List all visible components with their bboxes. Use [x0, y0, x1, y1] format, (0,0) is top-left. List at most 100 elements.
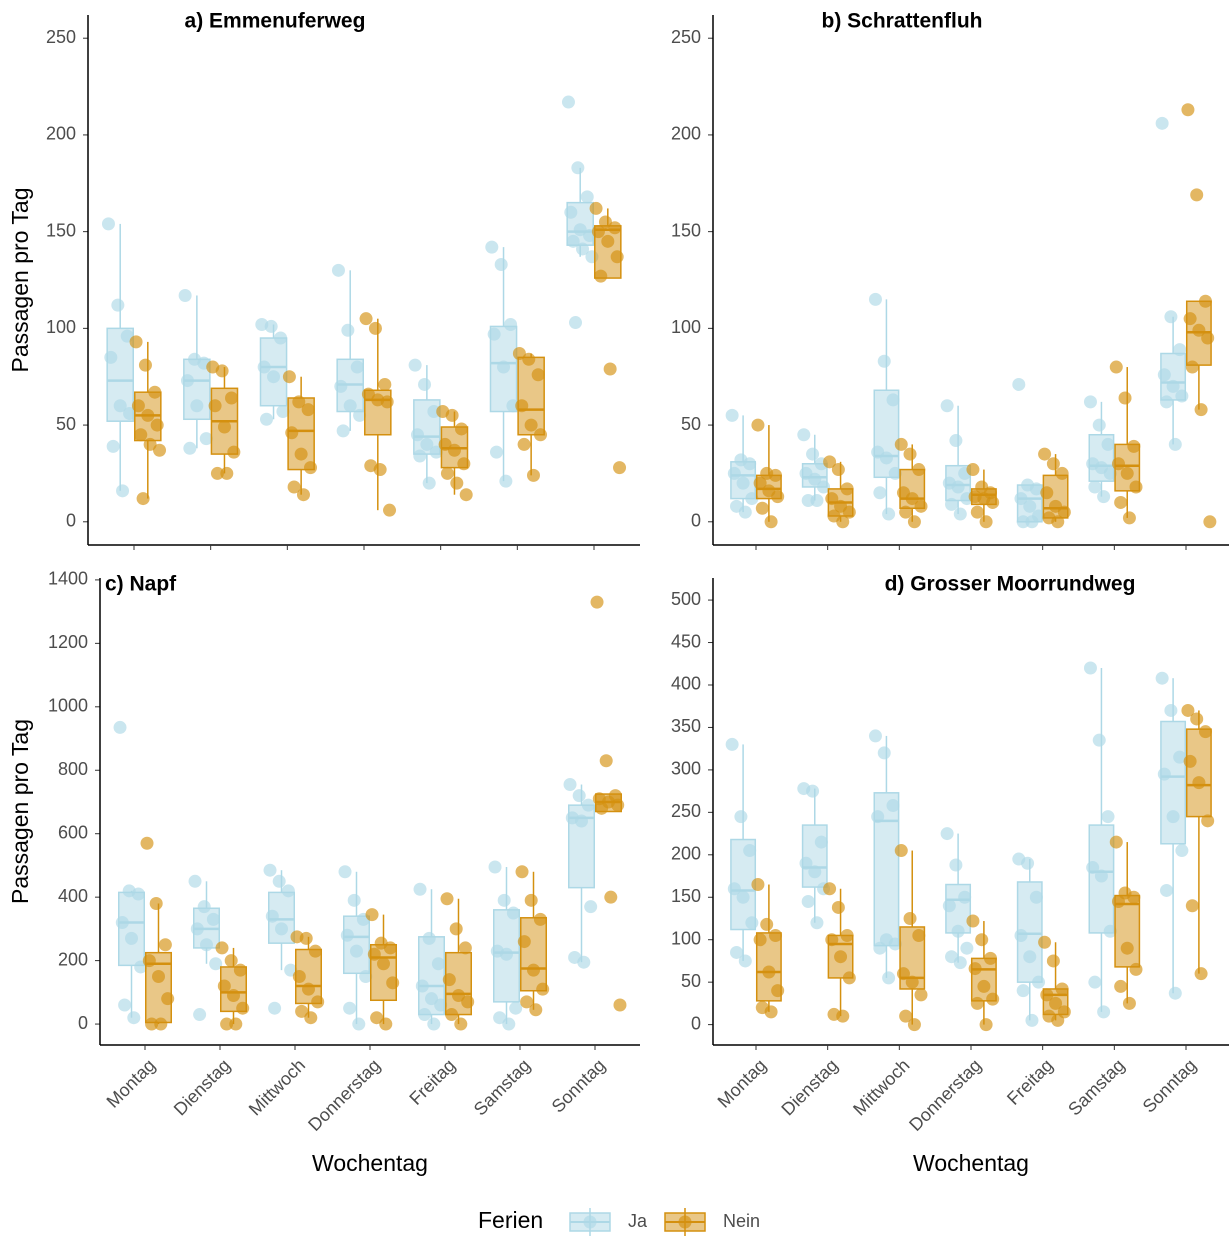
- data-point: [331, 263, 345, 277]
- data-point: [1103, 924, 1117, 938]
- data-point: [799, 856, 813, 870]
- data-point: [1097, 490, 1111, 504]
- data-point: [1014, 928, 1028, 942]
- data-point: [517, 437, 531, 451]
- data-point: [370, 1011, 384, 1025]
- data-point: [499, 474, 513, 488]
- x-tick-label: Mittwoch: [849, 1055, 913, 1119]
- data-point: [259, 412, 273, 426]
- data-point: [581, 798, 595, 812]
- data-point: [413, 449, 427, 463]
- data-point: [455, 422, 469, 436]
- data-point: [590, 595, 604, 609]
- y-tick-label: 50: [681, 971, 701, 991]
- data-point: [836, 1009, 850, 1023]
- data-point: [116, 484, 130, 498]
- data-point: [1198, 294, 1212, 308]
- data-point: [801, 895, 815, 909]
- data-point: [227, 445, 241, 459]
- data-point: [386, 976, 400, 990]
- data-point: [515, 865, 529, 879]
- data-point: [383, 503, 397, 517]
- y-tick-label: 1000: [48, 696, 88, 716]
- data-point: [1173, 750, 1187, 764]
- data-point: [899, 1009, 913, 1023]
- data-point: [975, 933, 989, 947]
- data-point: [457, 457, 471, 471]
- data-point: [745, 492, 759, 506]
- data-point: [771, 490, 785, 504]
- data-point: [1051, 1013, 1065, 1027]
- y-tick-label: 1200: [48, 632, 88, 652]
- data-point: [302, 982, 315, 996]
- data-point: [877, 746, 891, 760]
- data-point: [949, 434, 963, 448]
- data-point: [263, 863, 277, 877]
- data-point: [1198, 725, 1212, 739]
- data-point: [760, 917, 774, 931]
- data-point: [1040, 486, 1054, 500]
- data-point: [429, 445, 443, 459]
- data-point: [282, 370, 296, 384]
- legend-key-point: [583, 1215, 597, 1229]
- data-point: [753, 476, 767, 490]
- data-point: [810, 494, 824, 508]
- data-point: [217, 979, 231, 993]
- x-tick-label: Dienstag: [777, 1055, 841, 1119]
- data-point: [425, 992, 438, 1006]
- data-point: [1111, 895, 1125, 909]
- data-point: [768, 928, 782, 942]
- data-point: [127, 1011, 141, 1025]
- data-point: [520, 995, 534, 1009]
- data-point: [1183, 754, 1197, 768]
- data-point: [1083, 661, 1097, 675]
- panel-title: d) Grosser Moorrundweg: [885, 573, 1136, 596]
- data-point: [907, 515, 921, 529]
- data-point: [1038, 935, 1052, 949]
- box: [801, 824, 828, 888]
- data-point: [594, 269, 608, 283]
- y-tick-label: 300: [671, 759, 701, 779]
- data-point: [598, 215, 612, 229]
- data-point: [1046, 954, 1060, 968]
- data-point: [104, 350, 118, 364]
- data-point: [334, 379, 348, 393]
- data-point: [383, 941, 397, 955]
- legend-title: Ferien: [478, 1207, 543, 1233]
- data-point: [449, 922, 463, 936]
- data-point: [1032, 975, 1046, 989]
- box: [1160, 720, 1187, 845]
- data-point: [140, 836, 154, 850]
- data-point: [868, 729, 882, 743]
- data-point: [966, 914, 980, 928]
- data-point: [584, 900, 598, 914]
- data-point: [148, 385, 162, 399]
- data-point: [529, 1003, 543, 1017]
- box: [1185, 728, 1212, 818]
- data-point: [274, 331, 288, 345]
- data-point: [431, 957, 445, 971]
- data-point: [264, 319, 278, 333]
- data-point: [725, 737, 739, 751]
- data-point: [1023, 499, 1037, 513]
- data-point: [753, 933, 767, 947]
- data-point: [445, 1008, 459, 1022]
- x-tick-label: Sonntag: [548, 1055, 610, 1117]
- data-point: [808, 865, 822, 879]
- data-point: [418, 1008, 432, 1022]
- data-point: [1038, 447, 1052, 461]
- data-point: [589, 201, 603, 215]
- y-tick-label: 150: [671, 886, 701, 906]
- box: [520, 917, 547, 992]
- data-point: [842, 505, 856, 519]
- data-point: [825, 492, 839, 506]
- legend-key-point: [678, 1215, 692, 1229]
- y-tick-label: 1400: [48, 569, 88, 589]
- data-point: [295, 1004, 309, 1018]
- x-tick-label: Donnerstag: [304, 1055, 384, 1135]
- x-tick-label: Mittwoch: [245, 1055, 309, 1119]
- data-point: [814, 835, 828, 849]
- data-point: [979, 1018, 993, 1032]
- data-point: [350, 944, 363, 958]
